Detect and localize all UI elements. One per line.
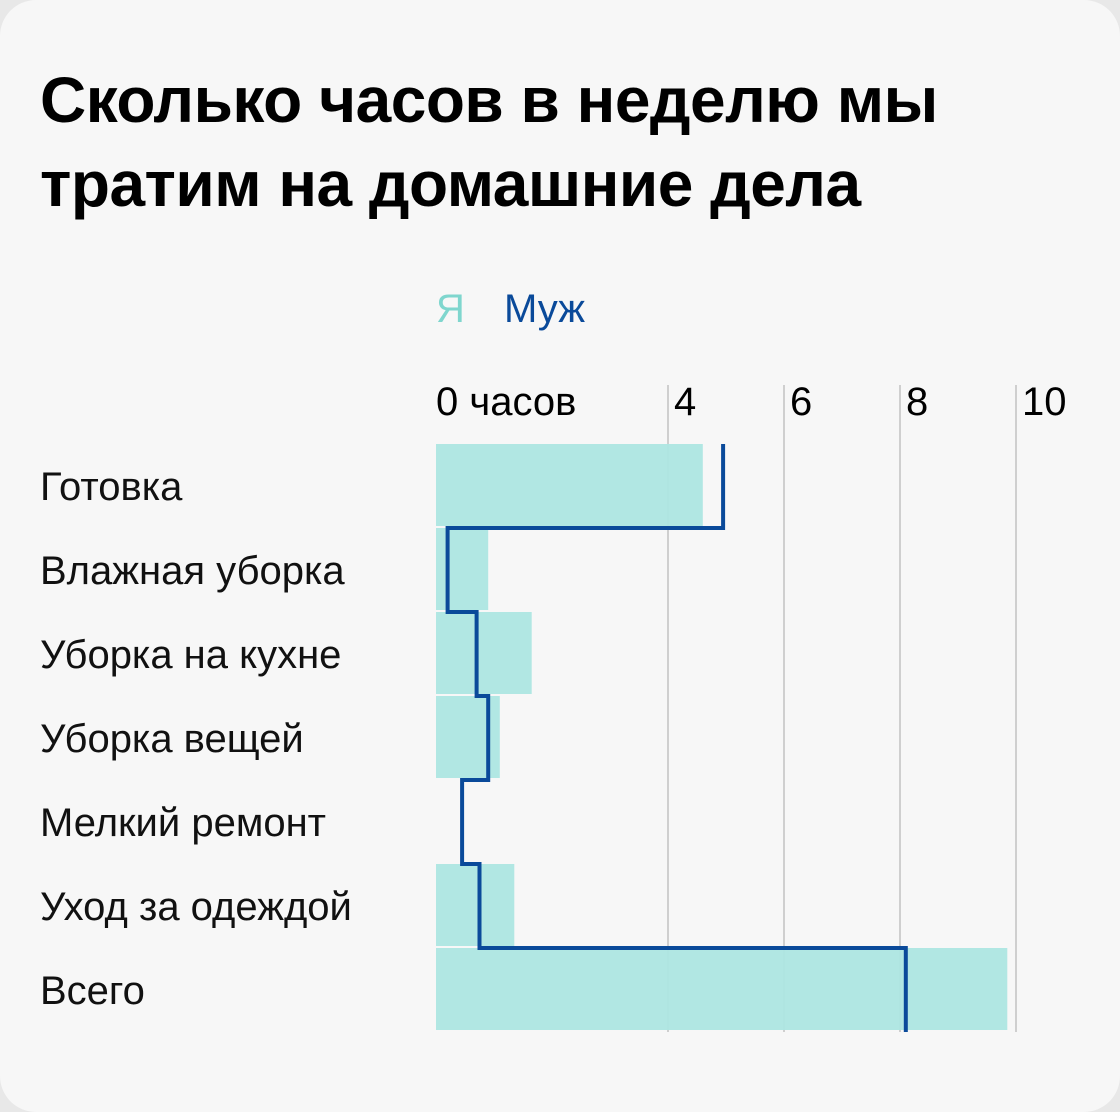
bar-me: [436, 948, 1008, 1030]
bar-me: [436, 864, 515, 946]
x-tick-label-10: 10: [1022, 380, 1067, 424]
legend-item-husband: Муж: [504, 287, 585, 331]
category-label: Уход за одеждой: [40, 885, 352, 929]
category-label: Уборка на кухне: [40, 633, 341, 677]
bar-me: [436, 696, 500, 778]
bar-me: [436, 528, 489, 610]
x-tick-label-0: 0 часов: [436, 380, 576, 424]
legend-item-me: Я: [436, 287, 465, 331]
category-label: Уборка вещей: [40, 717, 304, 761]
x-tick-label-6: 6: [790, 380, 812, 424]
x-tick-label-4: 4: [674, 380, 696, 424]
bar-me: [436, 444, 703, 526]
chart-title: Сколько часов в неделю мы тратим на дома…: [40, 64, 938, 220]
series-line-husband: [445, 444, 908, 1032]
category-label: Всего: [40, 969, 145, 1013]
category-label: Мелкий ремонт: [40, 801, 326, 845]
x-tick-label-8: 8: [906, 380, 928, 424]
category-label: Готовка: [40, 465, 183, 509]
category-label: Влажная уборка: [40, 549, 345, 593]
bar-me: [436, 612, 532, 694]
